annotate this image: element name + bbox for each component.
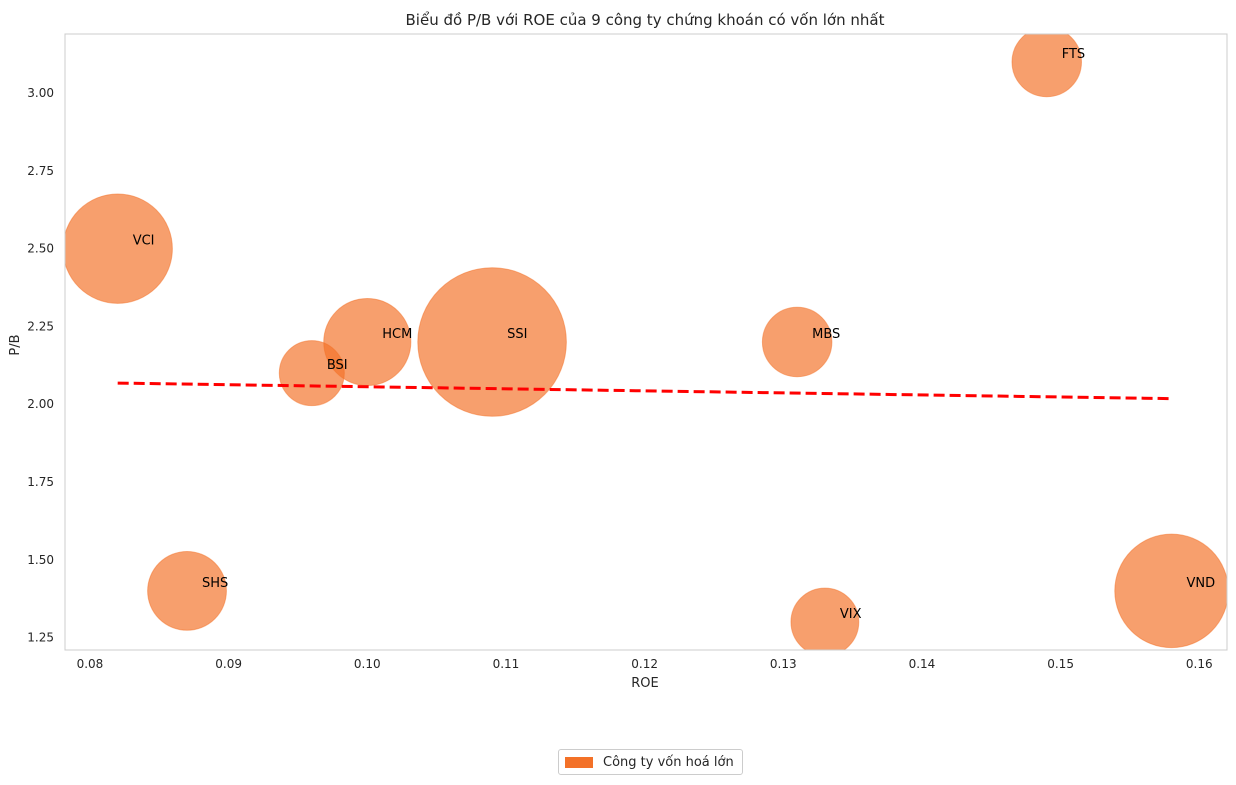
x-tick-label: 0.08 [77,657,104,671]
bubble-vix [790,587,860,650]
chart-title: Biểu đồ P/B với ROE của 9 công ty chứng … [406,11,885,29]
x-tick-label: 0.16 [1186,657,1213,671]
x-axis-label: ROE [631,676,658,691]
bubble-label-ssi: SSI [507,327,527,342]
bubble-label-mbs: MBS [812,327,840,342]
x-tick-labels: 0.08 0.09 0.10 0.11 0.12 0.13 0.14 0.15 0.16 [77,657,1213,671]
bubble-label-vix: VIX [840,607,862,622]
bubble-mbs [761,306,833,378]
bubble-fts [1011,34,1082,98]
y-tick-label: 2.75 [27,164,54,178]
x-tick-label: 0.12 [631,657,658,671]
bubble-ssi [417,267,567,417]
x-tick-label: 0.11 [493,657,520,671]
legend-swatch [565,756,593,768]
x-tick-label: 0.10 [354,657,381,671]
y-tick-labels: 1.25 1.50 1.75 2.00 2.25 2.50 2.75 3.00 [27,86,54,644]
bubble-label-bsi: BSI [327,358,348,373]
bubble-vnd [1114,533,1227,649]
y-tick-label: 1.25 [27,631,54,645]
y-tick-label: 2.00 [27,397,54,411]
bubble-label-vci: VCI [133,234,155,249]
y-axis-label: P/B [8,334,23,355]
legend-label: Công ty vốn hoá lớn [603,754,734,770]
x-tick-label: 0.13 [770,657,797,671]
bubble-shs [147,550,227,631]
x-tick-label: 0.09 [215,657,242,671]
plot-frame [64,33,1228,651]
y-tick-label: 1.50 [27,553,54,567]
bubble-label-layer: VCI FTS BSI HCM SSI MBS SHS VIX VND [133,47,1215,622]
trendline-layer [117,381,1172,401]
x-tick-label: 0.14 [909,657,936,671]
bubble-label-fts: FTS [1062,47,1085,62]
legend: Công ty vốn hoá lớn [558,749,743,775]
bubble-layer [65,34,1227,650]
bubble-label-hcm: HCM [382,327,412,342]
bubble-label-vnd: VND [1187,576,1216,591]
x-tick-label: 0.15 [1047,657,1074,671]
y-tick-label: 3.00 [27,86,54,100]
bubble-vci [65,193,173,304]
y-tick-label: 2.50 [27,242,54,256]
trendline [117,381,1172,401]
bubble-label-shs: SHS [202,576,228,591]
y-tick-label: 1.75 [27,475,54,489]
y-tick-label: 2.25 [27,319,54,333]
